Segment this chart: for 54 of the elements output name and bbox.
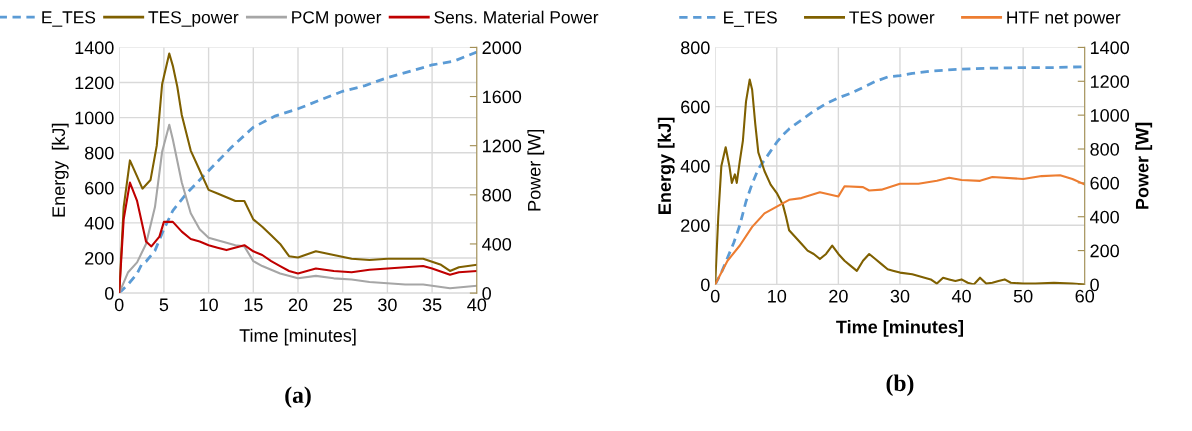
x-tick-label: 5 (159, 298, 169, 312)
y2-axis-title: Power [W] (527, 129, 545, 211)
y2-axis-title: Power [W] (1135, 122, 1153, 209)
y-tick-label: 0 (701, 278, 710, 292)
y-tick-label: 800 (681, 41, 710, 55)
legend-label: PCM power (292, 11, 382, 27)
y-tick-label: 400 (84, 216, 114, 230)
y2-tick-label: 800 (1090, 142, 1119, 156)
x-tick-label: 20 (829, 289, 848, 303)
y2-tick-label: 1600 (483, 90, 522, 104)
x-tick-label: 10 (768, 289, 787, 303)
y2-tick-label: 200 (1090, 244, 1119, 258)
y-tick-label: 200 (85, 251, 114, 265)
y-tick-label: 1200 (75, 76, 114, 90)
y-axis-title: Energy [kJ] (51, 123, 69, 217)
y2-tick-label: 1000 (1090, 109, 1130, 122)
y-tick-label: 600 (681, 100, 710, 114)
y2-tick-label: 600 (1090, 176, 1119, 190)
x-axis-title: Time [minutes] (836, 320, 963, 337)
x-tick-label: 0 (710, 289, 720, 303)
y-tick-label: 200 (681, 219, 710, 232)
x-tick-label: 10 (199, 298, 218, 312)
x-tick-label: 30 (378, 298, 397, 312)
x-axis-title: Time [minutes] (239, 328, 356, 346)
x-tick-label: 15 (244, 298, 263, 312)
x-tick-label: 25 (333, 298, 352, 312)
y-axis-title: Energy [kJ] (657, 117, 675, 214)
text: (b) (886, 374, 914, 396)
legend-label: HTF net power (1007, 11, 1121, 28)
legend-label: TES_power (148, 11, 239, 27)
legend-label: E_TES (724, 11, 777, 27)
legend-label: TES power (849, 11, 935, 28)
x-tick-label: 40 (467, 298, 487, 312)
y2-tick-label: 400 (482, 237, 512, 251)
legend-label: Sens. Material Power (434, 10, 599, 24)
legend-label: E_TES (42, 11, 96, 27)
y2-tick-label: 1400 (1090, 41, 1130, 55)
x-tick-label: 20 (288, 298, 308, 312)
x-tick-label: 0 (114, 298, 124, 312)
y-tick-label: 800 (85, 146, 114, 160)
y2-tick-label: 2000 (482, 41, 522, 55)
text: (a) (285, 386, 311, 408)
x-tick-label: 50 (1013, 289, 1033, 303)
y2-tick-label: 1200 (483, 139, 522, 153)
y-tick-label: 600 (85, 181, 114, 195)
y2-tick-label: 400 (1090, 210, 1119, 224)
y-tick-label: 400 (680, 159, 710, 173)
y2-tick-label: 800 (482, 188, 512, 202)
x-tick-label: 40 (951, 289, 971, 303)
y2-tick-label: 1200 (1090, 75, 1130, 88)
y-tick-label: 1000 (75, 111, 114, 125)
x-tick-label: 35 (422, 298, 442, 312)
x-tick-label: 30 (890, 289, 910, 303)
y-tick-label: 1400 (75, 41, 114, 55)
